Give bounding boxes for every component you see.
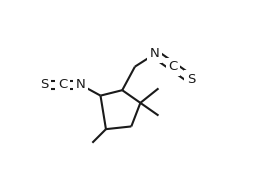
Text: S: S (187, 73, 195, 86)
Text: C: C (58, 78, 67, 91)
Text: S: S (40, 78, 48, 91)
Text: N: N (150, 47, 160, 60)
Text: C: C (168, 60, 178, 73)
Text: N: N (76, 78, 85, 91)
